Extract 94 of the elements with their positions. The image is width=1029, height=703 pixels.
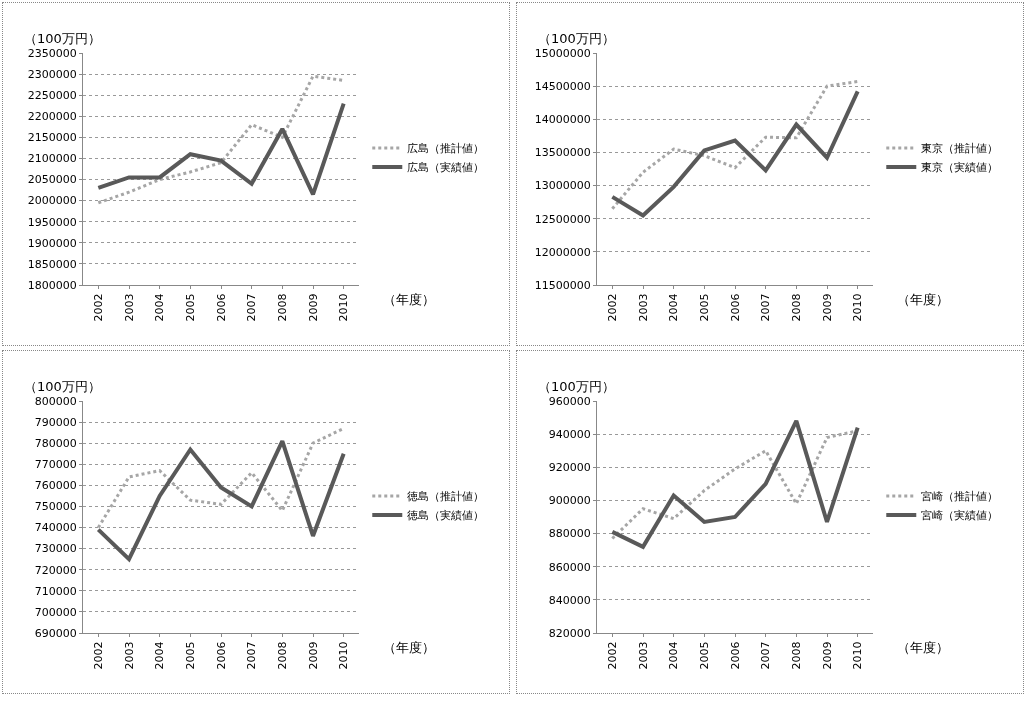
x-tick-label: 2007 <box>759 641 773 670</box>
legend-label: 東京（推計値） <box>921 142 999 156</box>
y-tick-label: 840000 <box>548 593 591 607</box>
y-tick-label: 11500000 <box>534 278 591 292</box>
x-tick-label: 2009 <box>306 641 320 670</box>
y-tick-label: 900000 <box>548 494 591 508</box>
y-tick-label: 2300000 <box>27 67 77 81</box>
x-tick-label: 2009 <box>306 293 320 322</box>
x-tick-label: 2009 <box>820 293 834 322</box>
x-tick-label: 2005 <box>697 641 711 670</box>
line-series <box>96 439 346 562</box>
x-tick-label: 2007 <box>245 293 259 322</box>
x-tick-label: 2003 <box>636 641 650 670</box>
y-tick-label: 780000 <box>34 437 77 451</box>
x-tick-label: 2005 <box>183 293 197 322</box>
y-tick-label: 15000000 <box>534 46 591 60</box>
y-tick-label: 13500000 <box>534 146 591 160</box>
y-tick-label: 2200000 <box>27 110 77 124</box>
x-tick-label: 2002 <box>91 641 105 670</box>
x-tick-label: 2004 <box>153 293 167 322</box>
legend-label: 東京（実績値） <box>921 161 999 175</box>
y-tick-label: 690000 <box>34 626 77 640</box>
x-tick-label: 2003 <box>636 293 650 322</box>
y-tick-label: 1850000 <box>27 257 77 271</box>
y-tick-label: 2100000 <box>27 152 77 166</box>
y-tick-label: 720000 <box>34 563 77 577</box>
x-axis-title: （年度） <box>897 292 949 307</box>
x-tick-label: 2008 <box>789 641 803 670</box>
x-tick-label: 2003 <box>122 641 136 670</box>
legend-label: 宮崎（実績値） <box>921 509 999 523</box>
x-axis-title: （年度） <box>383 292 435 307</box>
y-tick-label: 820000 <box>548 626 591 640</box>
y-tick-label: 2000000 <box>27 194 77 208</box>
legend-label: 徳島（実績値） <box>407 509 485 523</box>
x-tick-label: 2008 <box>275 641 289 670</box>
y-tick-label: 13000000 <box>534 179 591 193</box>
y-tick-label: 940000 <box>548 427 591 441</box>
y-tick-label: 12000000 <box>534 245 591 259</box>
y-tick-label: 710000 <box>34 584 77 598</box>
x-tick-label: 2002 <box>605 293 619 322</box>
x-tick-label: 2002 <box>605 641 619 670</box>
x-tick-label: 2006 <box>728 641 742 670</box>
x-tick-label: 2010 <box>337 641 351 670</box>
y-tick-label: 920000 <box>548 461 591 475</box>
y-tick-label: 14000000 <box>534 113 591 127</box>
legend-label: 徳島（推計値） <box>407 490 485 504</box>
y-axis-title: （100万円） <box>538 379 615 394</box>
y-tick-label: 880000 <box>548 527 591 541</box>
y-tick-label: 770000 <box>34 458 77 472</box>
y-axis-title: （100万円） <box>24 379 101 394</box>
y-tick-label: 860000 <box>548 560 591 574</box>
y-tick-label: 1800000 <box>27 278 77 292</box>
x-tick-label: 2008 <box>789 293 803 322</box>
y-tick-label: 790000 <box>34 415 77 429</box>
legend-label: 宮崎（推計値） <box>921 490 999 504</box>
y-tick-label: 14500000 <box>534 79 591 93</box>
y-tick-label: 2150000 <box>27 131 77 145</box>
x-tick-label: 2007 <box>759 293 773 322</box>
y-axis-title: （100万円） <box>538 31 615 46</box>
y-tick-label: 740000 <box>34 521 77 535</box>
y-tick-label: 700000 <box>34 605 77 619</box>
legend-label: 広島（推計値） <box>407 142 485 156</box>
x-tick-label: 2006 <box>214 641 228 670</box>
y-tick-label: 1900000 <box>27 236 77 250</box>
x-tick-label: 2010 <box>337 293 351 322</box>
y-tick-label: 2350000 <box>27 46 77 60</box>
x-tick-label: 2010 <box>851 293 865 322</box>
x-tick-label: 2002 <box>91 293 105 322</box>
x-tick-label: 2006 <box>728 293 742 322</box>
x-axis-title: （年度） <box>383 640 435 655</box>
y-tick-label: 2250000 <box>27 89 77 103</box>
y-tick-label: 800000 <box>34 394 77 408</box>
y-tick-label: 750000 <box>34 500 77 514</box>
y-tick-label: 960000 <box>548 394 591 408</box>
y-tick-label: 12500000 <box>534 212 591 226</box>
x-tick-label: 2010 <box>851 641 865 670</box>
y-tick-label: 1950000 <box>27 215 77 229</box>
line-series <box>96 101 346 197</box>
x-tick-label: 2004 <box>667 641 681 670</box>
legend-label: 広島（実績値） <box>407 161 485 175</box>
x-tick-label: 2008 <box>275 293 289 322</box>
x-tick-label: 2004 <box>153 641 167 670</box>
y-tick-label: 730000 <box>34 542 77 556</box>
x-axis-title: （年度） <box>897 640 949 655</box>
x-tick-label: 2009 <box>820 641 834 670</box>
x-tick-label: 2004 <box>667 293 681 322</box>
x-tick-label: 2005 <box>183 641 197 670</box>
y-axis-title: （100万円） <box>24 31 101 46</box>
x-tick-label: 2006 <box>214 293 228 322</box>
x-tick-label: 2007 <box>245 641 259 670</box>
y-tick-label: 760000 <box>34 479 77 493</box>
x-tick-label: 2005 <box>697 293 711 322</box>
x-tick-label: 2003 <box>122 293 136 322</box>
y-tick-label: 2050000 <box>27 173 77 187</box>
